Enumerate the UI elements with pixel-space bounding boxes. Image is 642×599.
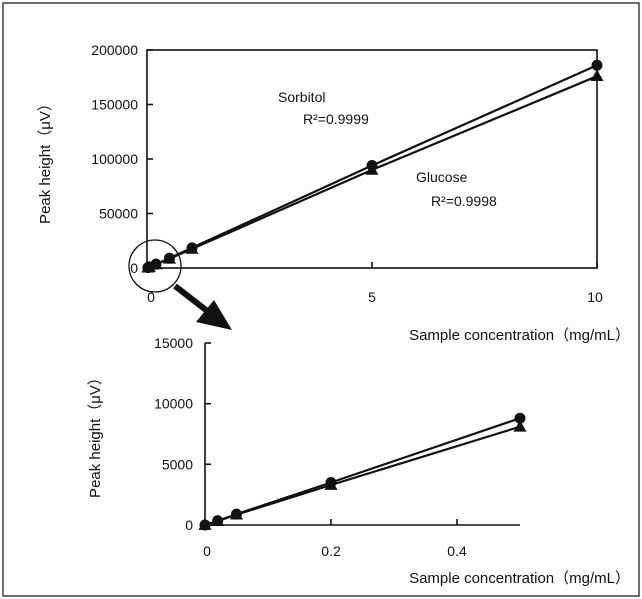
top-x-ticks [371, 262, 598, 268]
top-series-0-point [591, 59, 603, 71]
bottom-x-tick-label: 0 [203, 543, 211, 559]
glucose-label: Glucose [416, 169, 468, 185]
glucose-r2-label: R²=0.9998 [431, 193, 497, 209]
bottom-x-ticks [330, 519, 458, 525]
top-x-tick-label: 0 [147, 289, 155, 305]
sorbitol-r2-label: R²=0.9999 [303, 111, 369, 127]
top-x-tick-label: 5 [368, 289, 376, 305]
top-y-axis-title: Peak height（μV） [37, 96, 54, 224]
bottom-y-tick-label: 5000 [162, 456, 193, 472]
bottom-x-tick-label: 0.2 [321, 543, 341, 559]
bottom-y-tick-label: 10000 [154, 396, 193, 412]
top-y-tick-label: 0 [130, 260, 138, 276]
bottom-x-axis-title: Sample concentration（mg/mL） [409, 570, 630, 587]
bottom-y-tick-label: 0 [185, 517, 193, 533]
top-series-1-point [149, 257, 163, 270]
sorbitol-label: Sorbitol [278, 89, 325, 105]
top-y-tick-label: 200000 [91, 42, 138, 58]
top-y-tick-label: 150000 [91, 97, 138, 113]
top-x-axis-title: Sample concentration（mg/mL） [409, 327, 630, 344]
bottom-y-tick-label: 15000 [154, 335, 193, 351]
bottom-series-1-point [211, 514, 225, 526]
bottom-x-tick-label: 0.4 [447, 543, 467, 559]
zoom-indicator [128, 239, 232, 330]
zoom-arrow-head [196, 300, 232, 330]
top-series-1-point [185, 242, 199, 254]
top-y-tick-label: 50000 [99, 206, 138, 222]
top-chart: 0 50000 100000 150000 200000 0 5 10 Peak… [37, 42, 630, 344]
zoom-arrow-shaft [173, 283, 208, 313]
bottom-series-1-point [230, 508, 243, 520]
bottom-series-0-point [514, 412, 526, 424]
top-y-tick-label: 100000 [91, 151, 138, 167]
bottom-series-1-point [513, 420, 527, 432]
bottom-y-axis-title: Peak height（μV） [87, 370, 104, 498]
top-series-layer [141, 59, 604, 274]
top-series-1-point [365, 163, 379, 175]
bottom-series-1-point [198, 518, 212, 530]
bottom-series-1-point [324, 478, 338, 490]
top-series-1-point [590, 69, 604, 82]
bottom-series-layer [198, 412, 527, 531]
top-series-1-point [163, 252, 176, 264]
bottom-chart: 0 5000 10000 15000 0 0.2 0.4 Peak height… [87, 335, 630, 587]
top-x-tick-label: 10 [587, 289, 603, 305]
zoom-circle [128, 239, 182, 293]
